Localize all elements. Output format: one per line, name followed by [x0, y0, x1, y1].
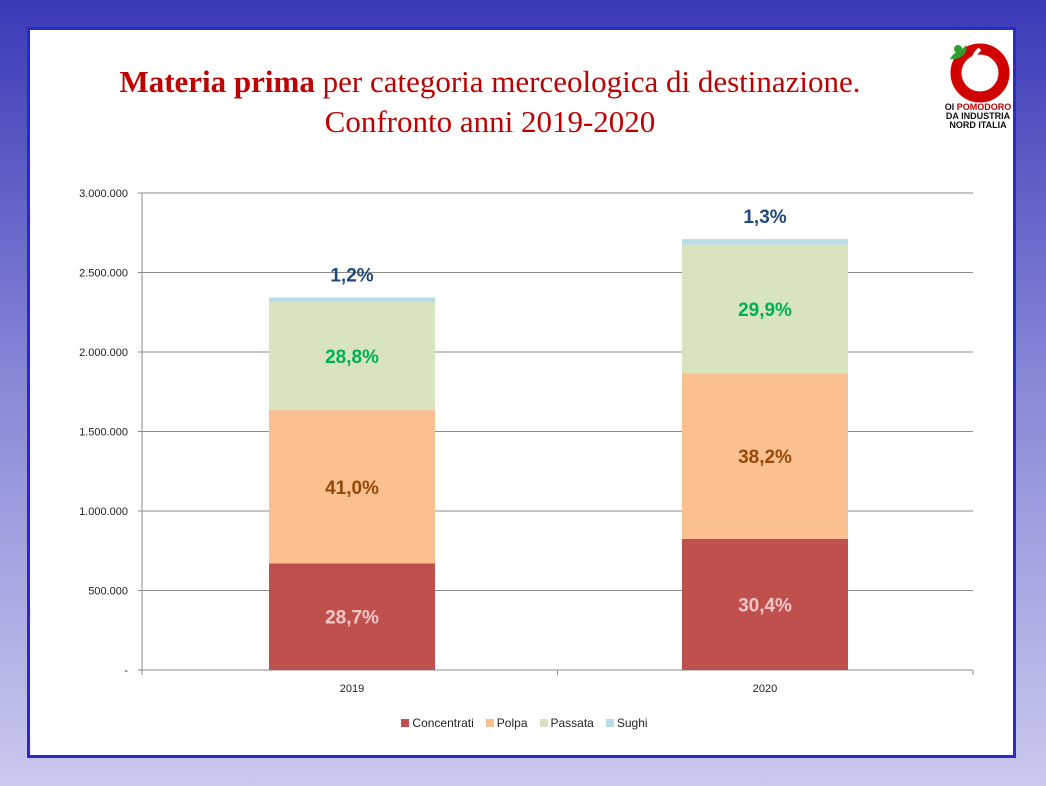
- logo-line3: NORD ITALIA: [949, 120, 1007, 130]
- title-line2: Confronto anni 2019-2020: [324, 104, 656, 139]
- legend-label: Concentrati: [412, 716, 474, 730]
- x-tick-label: 2019: [340, 683, 364, 695]
- bar-passata-2019: [269, 301, 435, 411]
- legend-item-passata: Passata: [539, 716, 594, 730]
- logo: OI POMODORO DA INDUSTRIA NORD ITALIA: [940, 35, 1016, 135]
- y-tick-label: 1.500.000: [79, 427, 128, 439]
- tomato-logo-icon: [950, 43, 1010, 103]
- title-bold: Materia prima: [119, 64, 315, 99]
- data-label-passata-2020: 29,9%: [738, 300, 792, 321]
- y-tick-label: 2.000.000: [79, 347, 128, 359]
- legend-swatch: [539, 719, 548, 727]
- data-label-polpa-2019: 41,0%: [325, 478, 379, 499]
- legend-swatch: [485, 719, 494, 727]
- bar-sughi-2019: [269, 297, 435, 302]
- y-tick-label: 3.000.000: [79, 188, 128, 200]
- legend-label: Polpa: [496, 716, 528, 730]
- title-rest: per categoria merceologica di destinazio…: [314, 64, 861, 99]
- bar-concentrati-2020: [682, 538, 848, 670]
- legend-swatch: [401, 719, 410, 727]
- legend-label: Passata: [550, 716, 594, 730]
- logo-line2: DA INDUSTRIA: [945, 111, 1011, 121]
- legend-label: Sughi: [616, 716, 648, 730]
- data-label-sughi-2020: 1,3%: [743, 207, 786, 228]
- slide-title: Materia prima per categoria merceologica…: [30, 62, 950, 142]
- legend-item-sughi: Sughi: [605, 716, 648, 730]
- bar-polpa-2020: [682, 373, 848, 539]
- logo-line1-a: OI: [944, 102, 957, 112]
- data-label-concentrati-2019: 28,7%: [325, 608, 379, 629]
- data-label-passata-2019: 28,8%: [325, 347, 379, 368]
- bar-polpa-2019: [269, 410, 435, 564]
- y-tick-label: 1.000.000: [79, 506, 128, 518]
- data-label-sughi-2019: 1,2%: [330, 265, 373, 286]
- y-tick-label: 2.500.000: [79, 268, 128, 280]
- stacked-bar-chart: - 500.000 1.000.000 1.500.000 2.000.000 2.500…: [79, 188, 974, 695]
- bar-passata-2020: [682, 244, 848, 374]
- y-tick-label: -: [124, 665, 128, 677]
- bar-sughi-2020: [682, 239, 848, 245]
- data-label-polpa-2020: 38,2%: [738, 447, 792, 468]
- x-tick-label: 2020: [753, 683, 777, 695]
- bar-concentrati-2019: [269, 563, 435, 670]
- y-tick-label: 500.000: [88, 586, 128, 598]
- logo-text: OI POMODORO DA INDUSTRIA NORD ITALIA: [940, 103, 1016, 130]
- data-label-concentrati-2020: 30,4%: [738, 595, 792, 616]
- slide: Materia prima per categoria merceologica…: [27, 27, 1016, 758]
- legend-item-concentrati: Concentrati: [401, 716, 474, 730]
- chart-legend: Concentrati Polpa Passata Sughi: [30, 716, 1019, 730]
- legend-swatch: [605, 719, 614, 727]
- legend-item-polpa: Polpa: [485, 716, 528, 730]
- logo-line1-b: POMODORO: [956, 102, 1012, 112]
